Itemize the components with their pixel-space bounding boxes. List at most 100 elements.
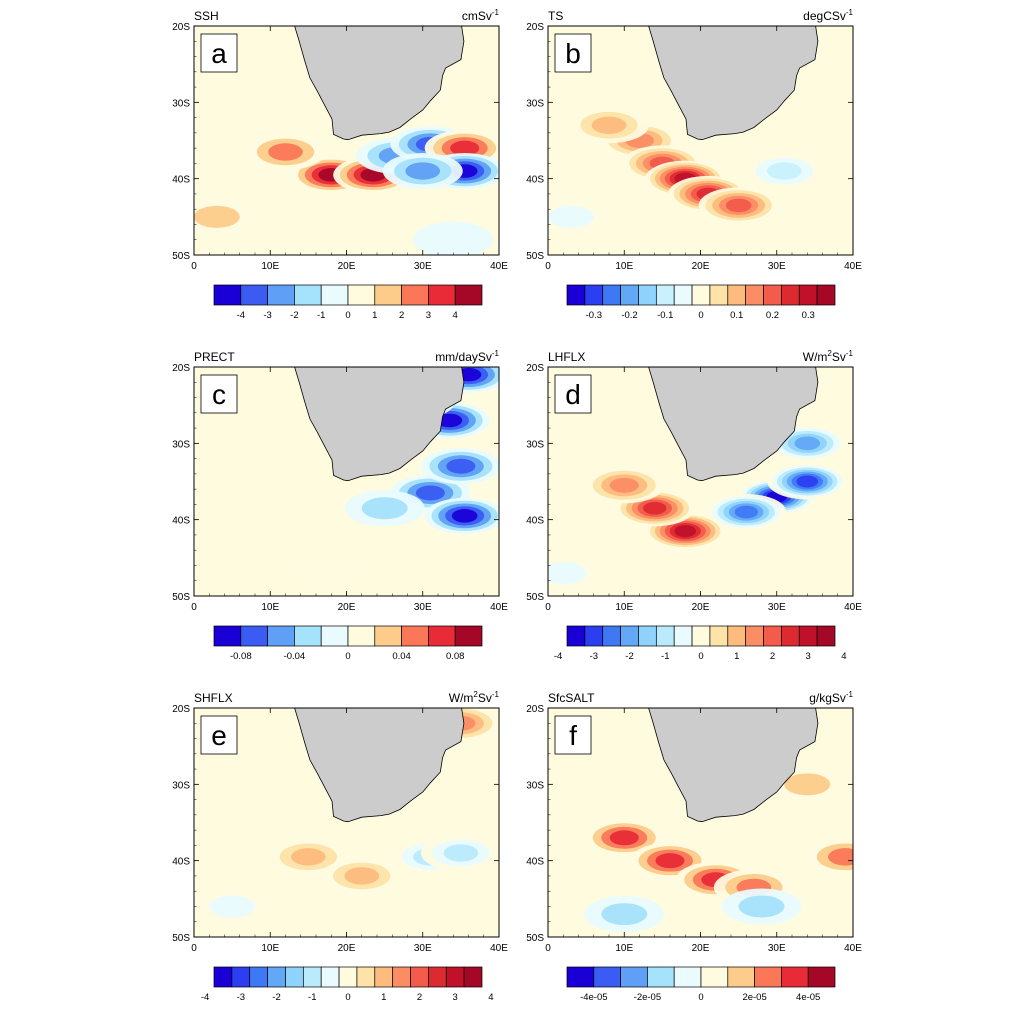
colorbar-e: -4 -3 -2 -1 0 1 2 3 4 — [201, 966, 494, 1003]
colorbar-label: -2e-05 — [634, 992, 661, 1003]
x-tick-label: 30E — [414, 602, 432, 613]
x-tick-label: 20E — [692, 943, 710, 954]
panel-variable-title: PRECT — [194, 350, 235, 364]
colorbar-label: 2 — [417, 992, 422, 1003]
colorbar-label: 2e-05 — [742, 992, 766, 1003]
colorbar-label: -1 — [317, 310, 325, 321]
colorbar-swatch — [374, 284, 402, 306]
colorbar-swatch — [294, 284, 322, 306]
y-tick-label: 50S — [172, 933, 190, 944]
colorbar-swatch — [267, 284, 295, 306]
y-tick-label: 20S — [172, 363, 190, 374]
colorbar-label: -0.3 — [586, 310, 602, 321]
colorbar-swatch — [638, 625, 657, 647]
y-tick-label: 20S — [172, 22, 190, 33]
colorbar-swatch — [727, 966, 755, 988]
land-mask-africa — [648, 367, 819, 482]
anomaly-patch — [591, 116, 627, 134]
colorbar-swatch — [267, 625, 295, 647]
land-mask-africa — [294, 367, 465, 482]
panel-letter: c — [212, 379, 226, 410]
field-e — [194, 708, 499, 937]
x-tick-label: 30E — [768, 943, 786, 954]
panel-letter: e — [211, 720, 227, 751]
anomaly-patch — [443, 844, 479, 862]
anomaly-patch — [548, 562, 587, 585]
colorbar-swatch — [816, 625, 836, 647]
colorbar-swatch — [285, 966, 304, 988]
panel-letter: f — [569, 720, 577, 751]
colorbar-label: -3 — [237, 992, 245, 1003]
colorbar-label: -3 — [263, 310, 271, 321]
anomaly-patch — [415, 485, 445, 501]
colorbar-swatch — [392, 966, 411, 988]
y-tick-label: 30S — [172, 98, 190, 109]
anomaly-patch — [796, 475, 819, 488]
colorbar-label: -0.04 — [284, 651, 306, 662]
colorbar-swatch — [709, 625, 729, 647]
colorbar-swatch — [781, 284, 800, 306]
anomaly-patch — [446, 458, 476, 474]
panel-variable-title: LHFLX — [548, 350, 585, 364]
colorbar-swatch — [347, 625, 376, 647]
panel-letter: a — [211, 38, 227, 69]
y-tick-label: 40S — [172, 175, 190, 186]
panel-variable-title: SHFLX — [194, 691, 233, 705]
colorbar-swatch — [673, 966, 702, 988]
colorbar-label: 0.04 — [392, 651, 411, 662]
colorbar-label: 0.1 — [730, 310, 743, 321]
colorbar-swatch — [620, 625, 639, 647]
units-text: degCSv — [803, 9, 846, 23]
units-superscript: -1 — [846, 690, 854, 699]
units-superscript: -1 — [846, 349, 854, 358]
y-tick-label: 50S — [172, 251, 190, 262]
colorbar-swatch — [240, 284, 268, 306]
colorbar-label: 3 — [426, 310, 431, 321]
panel-units-title: cmSv-1 — [462, 8, 500, 23]
colorbar-label: 0.08 — [446, 651, 465, 662]
anomaly-patch — [828, 848, 853, 866]
colorbar-swatch — [249, 966, 268, 988]
y-tick-label: 40S — [526, 857, 544, 868]
colorbar-label: 1 — [381, 992, 386, 1003]
y-tick-label: 20S — [526, 22, 544, 33]
colorbar-swatch — [763, 625, 782, 647]
units-text: W/m — [449, 691, 474, 705]
colorbar-label: 4 — [841, 651, 846, 662]
x-tick-label: 0 — [545, 602, 551, 613]
panel-units-title: W/m2Sv-1 — [803, 349, 854, 364]
anomaly-patch — [451, 509, 478, 523]
colorbar-swatch — [798, 625, 818, 647]
x-tick-label: 10E — [261, 943, 279, 954]
colorbar-label: 4 — [488, 992, 493, 1003]
panel-units-title: W/m2Sv-1 — [449, 690, 500, 705]
panel-letter-box — [554, 715, 592, 755]
colorbar-swatch — [781, 966, 809, 988]
anomaly-patch — [405, 162, 441, 180]
x-tick-label: 20E — [338, 261, 356, 272]
colorbar-swatch — [727, 625, 747, 647]
panel-letter-box — [200, 374, 238, 414]
colorbar-label: -4 — [237, 310, 245, 321]
field-b — [548, 26, 853, 255]
colorbar-label: 1 — [372, 310, 377, 321]
x-tick-label: 30E — [768, 602, 786, 613]
colorbar-swatch — [454, 284, 483, 306]
colorbar-label: -2 — [272, 992, 280, 1003]
colorbar-swatch — [593, 966, 621, 988]
anomaly-patch — [548, 205, 594, 228]
colorbar-swatch — [584, 284, 604, 306]
x-tick-label: 30E — [768, 261, 786, 272]
y-tick-label: 30S — [526, 439, 544, 450]
y-tick-label: 40S — [172, 516, 190, 527]
colorbar-label: 2 — [770, 651, 775, 662]
colorbar-label: 3 — [806, 651, 811, 662]
colorbar-swatch — [620, 966, 648, 988]
colorbar-label: 0 — [345, 310, 350, 321]
panel-variable-title: SSH — [194, 9, 219, 23]
colorbar-swatch — [620, 284, 639, 306]
x-tick-label: 30E — [414, 943, 432, 954]
units-superscript: -1 — [846, 8, 854, 17]
x-tick-label: 10E — [261, 602, 279, 613]
